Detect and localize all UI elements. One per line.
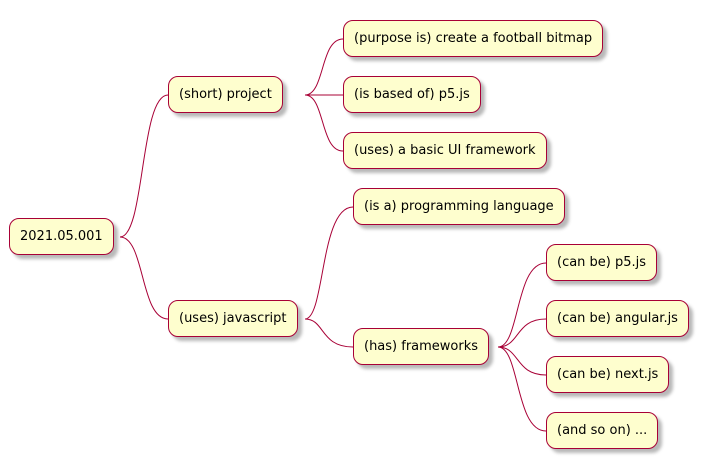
node-uses-ui: (uses) a basic UI framework bbox=[343, 132, 547, 169]
node-framework-angular: (can be) angular.js bbox=[546, 300, 689, 337]
node-based-of: (is based of) p5.js bbox=[343, 76, 481, 113]
link-root-project bbox=[119, 94, 169, 238]
node-framework-so-on: (and so on) ... bbox=[546, 412, 659, 449]
link-frameworks-p5 bbox=[497, 262, 547, 348]
node-project: (short) project bbox=[168, 76, 283, 113]
node-frameworks: (has) frameworks bbox=[353, 328, 490, 365]
link-javascript-frameworks bbox=[304, 318, 354, 348]
link-frameworks-angular bbox=[497, 318, 547, 348]
node-framework-p5: (can be) p5.js bbox=[546, 244, 658, 281]
node-language: (is a) programming language bbox=[353, 188, 565, 225]
link-project-purpose bbox=[304, 38, 344, 96]
link-frameworks-soon bbox=[497, 346, 547, 432]
link-root-javascript bbox=[119, 236, 169, 320]
node-framework-next: (can be) next.js bbox=[546, 356, 670, 393]
link-project-uses-ui bbox=[304, 94, 344, 152]
root-node: 2021.05.001 bbox=[9, 218, 114, 255]
link-javascript-language bbox=[304, 206, 354, 320]
node-javascript: (uses) javascript bbox=[168, 300, 298, 337]
node-purpose: (purpose is) create a football bitmap bbox=[343, 20, 604, 57]
link-frameworks-next bbox=[497, 346, 547, 376]
